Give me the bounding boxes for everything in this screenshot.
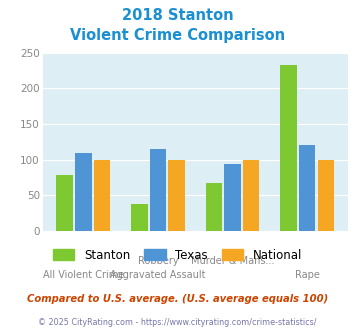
Text: 2018 Stanton: 2018 Stanton bbox=[122, 8, 233, 23]
Text: All Violent Crime: All Violent Crime bbox=[43, 270, 124, 280]
Bar bbox=[243, 160, 260, 231]
Legend: Stanton, Texas, National: Stanton, Texas, National bbox=[48, 244, 307, 266]
Text: Aggravated Assault: Aggravated Assault bbox=[110, 270, 206, 280]
Text: Compared to U.S. average. (U.S. average equals 100): Compared to U.S. average. (U.S. average … bbox=[27, 294, 328, 304]
Bar bbox=[168, 160, 185, 231]
Text: Violent Crime Comparison: Violent Crime Comparison bbox=[70, 28, 285, 43]
Bar bbox=[94, 160, 110, 231]
Text: Murder & Mans...: Murder & Mans... bbox=[191, 256, 274, 266]
Bar bbox=[318, 160, 334, 231]
Bar bbox=[131, 204, 147, 231]
Bar bbox=[299, 146, 315, 231]
Bar bbox=[280, 65, 297, 231]
Text: Robbery: Robbery bbox=[138, 256, 178, 266]
Bar bbox=[206, 183, 222, 231]
Bar bbox=[150, 149, 166, 231]
Text: © 2025 CityRating.com - https://www.cityrating.com/crime-statistics/: © 2025 CityRating.com - https://www.city… bbox=[38, 318, 317, 327]
Bar bbox=[75, 153, 92, 231]
Bar bbox=[56, 176, 73, 231]
Text: Rape: Rape bbox=[295, 270, 320, 280]
Bar bbox=[224, 164, 241, 231]
